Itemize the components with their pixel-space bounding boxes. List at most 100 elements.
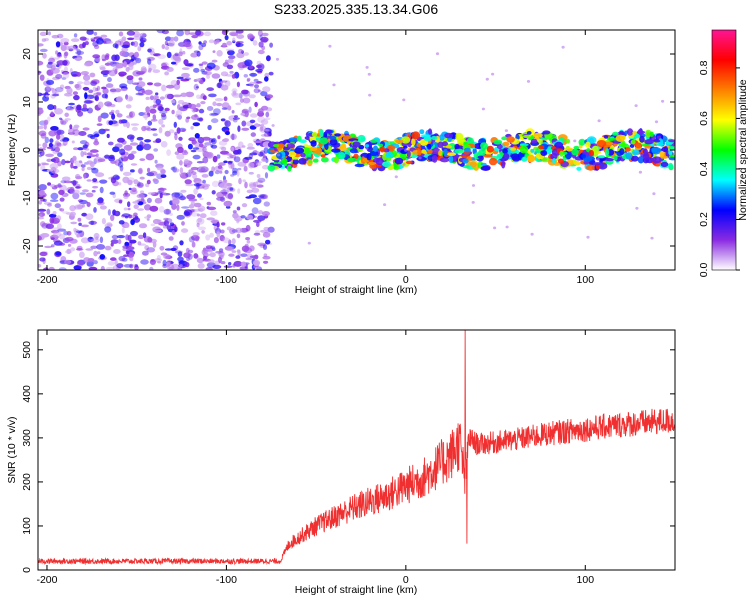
- stray-cell: [561, 45, 565, 49]
- noise-cell: [79, 160, 83, 164]
- noise-cell: [96, 244, 106, 250]
- stray-cell: [530, 232, 534, 236]
- noise-cell: [69, 124, 73, 130]
- noise-cell: [86, 179, 92, 182]
- noise-cell: [38, 43, 44, 47]
- noise-cell: [90, 238, 100, 244]
- noise-cell: [52, 227, 60, 231]
- noise-cell: [130, 123, 140, 126]
- noise-cell: [211, 144, 218, 149]
- noise-cell: [146, 197, 152, 204]
- noise-cell: [77, 217, 82, 222]
- noise-cell: [146, 247, 156, 253]
- noise-cell: [224, 35, 229, 41]
- noise-cell: [130, 58, 135, 62]
- noise-cell: [222, 42, 227, 47]
- stray-cell: [634, 104, 638, 107]
- noise-cell: [77, 110, 84, 117]
- noise-cell: [241, 120, 247, 127]
- signal-cell: [573, 160, 581, 166]
- noise-cell: [50, 244, 55, 248]
- noise-cell: [229, 70, 234, 74]
- noise-cell: [147, 192, 156, 195]
- noise-cell: [41, 38, 47, 42]
- signal-cell: [512, 156, 521, 162]
- noise-cell: [116, 263, 124, 269]
- signal-cell: [366, 153, 372, 161]
- noise-cell: [85, 213, 94, 220]
- noise-cell: [212, 264, 222, 269]
- noise-cell: [153, 148, 159, 152]
- noise-cell: [86, 166, 92, 171]
- noise-cell: [38, 216, 45, 220]
- signal-cell: [294, 147, 305, 154]
- noise-cell: [164, 36, 172, 42]
- noise-cell: [79, 36, 87, 41]
- noise-cell: [45, 153, 54, 157]
- noise-cell: [267, 226, 275, 233]
- noise-cell: [93, 131, 100, 138]
- signal-cell: [312, 158, 319, 163]
- noise-cell: [42, 198, 47, 203]
- noise-cell: [203, 183, 207, 186]
- noise-cell: [79, 199, 88, 205]
- noise-cell: [117, 182, 122, 186]
- noise-cell: [236, 233, 241, 239]
- noise-cell: [76, 185, 82, 189]
- noise-cell: [199, 166, 208, 172]
- signal-cell: [557, 158, 564, 164]
- noise-cell: [217, 165, 223, 170]
- noise-cell: [225, 131, 231, 136]
- noise-cell: [231, 133, 235, 141]
- noise-cell: [118, 71, 127, 77]
- noise-cell: [230, 162, 235, 170]
- signal-cell: [576, 166, 582, 171]
- noise-cell: [172, 168, 180, 173]
- noise-cell: [226, 153, 232, 156]
- noise-cell: [64, 51, 69, 57]
- noise-cell: [110, 242, 114, 247]
- noise-cell: [181, 72, 190, 78]
- noise-cell: [99, 205, 107, 210]
- noise-cell: [208, 259, 215, 264]
- signal-cell: [419, 129, 425, 135]
- noise-cell: [61, 70, 70, 75]
- signal-cell: [427, 143, 432, 150]
- noise-cell: [121, 44, 130, 49]
- noise-cell: [188, 204, 195, 209]
- noise-cell: [147, 82, 153, 86]
- noise-cell: [245, 224, 251, 232]
- noise-cell: [164, 107, 170, 112]
- noise-cell: [56, 53, 63, 58]
- noise-cell: [86, 152, 93, 156]
- noise-cell: [206, 62, 216, 70]
- signal-cell: [521, 135, 532, 138]
- noise-cell: [256, 162, 261, 167]
- noise-cell: [99, 186, 104, 194]
- signal-cell: [455, 132, 464, 141]
- noise-cell: [78, 222, 82, 226]
- noise-cell: [83, 80, 91, 86]
- signal-cell: [466, 137, 474, 146]
- noise-cell: [190, 212, 199, 217]
- noise-cell: [129, 263, 134, 269]
- noise-cell: [236, 206, 241, 211]
- stray-cell: [586, 235, 590, 239]
- noise-cell: [196, 50, 201, 57]
- stray-cell: [402, 163, 406, 166]
- noise-cell: [194, 133, 200, 139]
- signal-cell: [331, 148, 341, 153]
- noise-cell: [96, 123, 103, 126]
- colorbar-tick-label: 0.8: [698, 60, 710, 75]
- signal-cell: [661, 146, 668, 152]
- stray-cell: [485, 77, 489, 81]
- noise-cell: [163, 217, 169, 221]
- noise-cell: [135, 57, 142, 64]
- noise-cell: [73, 94, 80, 101]
- noise-cell: [262, 86, 271, 93]
- noise-cell: [125, 66, 130, 72]
- noise-cell: [177, 256, 184, 262]
- signal-cell: [612, 131, 619, 136]
- noise-cell: [188, 32, 197, 35]
- noise-cell: [241, 127, 250, 131]
